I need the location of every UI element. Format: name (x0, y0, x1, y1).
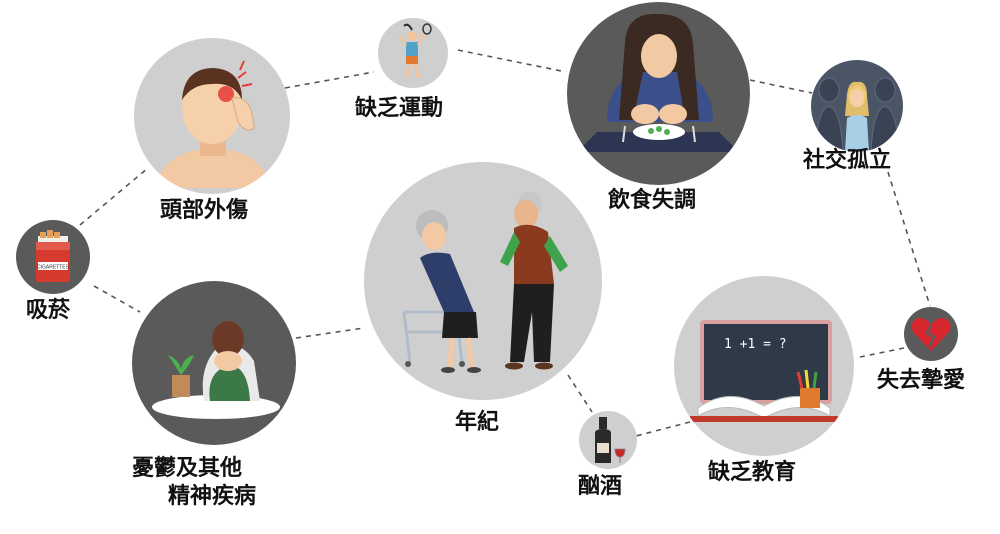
age-label: 年紀 (455, 410, 500, 435)
elderly-couple-icon (402, 192, 568, 373)
social-isolation-illustration (811, 60, 903, 152)
lack-education-illustration: 1 +1 = ? (674, 276, 854, 456)
cigarette-pack-icon: CIGARETTES (36, 230, 70, 282)
loss-loved-one-illustration (904, 307, 958, 361)
loss-loved-one-label: 失去摯愛 (877, 368, 966, 393)
head-injury-illustration (134, 38, 290, 194)
broken-heart-icon (911, 317, 951, 351)
cigarette-pack-text: CIGARETTES (37, 265, 70, 271)
head-injury-label: 頭部外傷 (160, 198, 249, 223)
depression-label-line1: 憂鬱及其他 (132, 456, 243, 481)
smoking-label: 吸菸 (26, 298, 71, 323)
depressed-person-icon (152, 321, 280, 419)
alcohol-illustration (579, 411, 637, 469)
lack-exercise-label: 缺乏運動 (355, 96, 444, 121)
age-illustration (364, 162, 602, 400)
tennis-player-icon (398, 23, 432, 79)
poor-diet-illustration (567, 2, 750, 185)
smoking-illustration: CIGARETTES (16, 220, 90, 294)
alcohol-label: 酗酒 (578, 474, 623, 499)
poor-diet-label: 飲食失調 (608, 188, 697, 213)
depression-illustration (132, 281, 296, 445)
social-isolation-icon (814, 77, 900, 152)
depression-label-line2: 精神疾病 (168, 484, 257, 509)
head-injury-icon (154, 60, 272, 188)
social-isolation-label: 社交孤立 (803, 148, 892, 173)
blackboard-text: 1 +1 = ? (724, 337, 787, 352)
lack-exercise-illustration (378, 18, 448, 88)
wine-bottle-icon (595, 417, 626, 463)
blackboard-book-icon: 1 +1 = ? (690, 320, 838, 422)
poor-diet-icon (577, 13, 739, 152)
lack-education-label: 缺乏教育 (708, 460, 797, 485)
